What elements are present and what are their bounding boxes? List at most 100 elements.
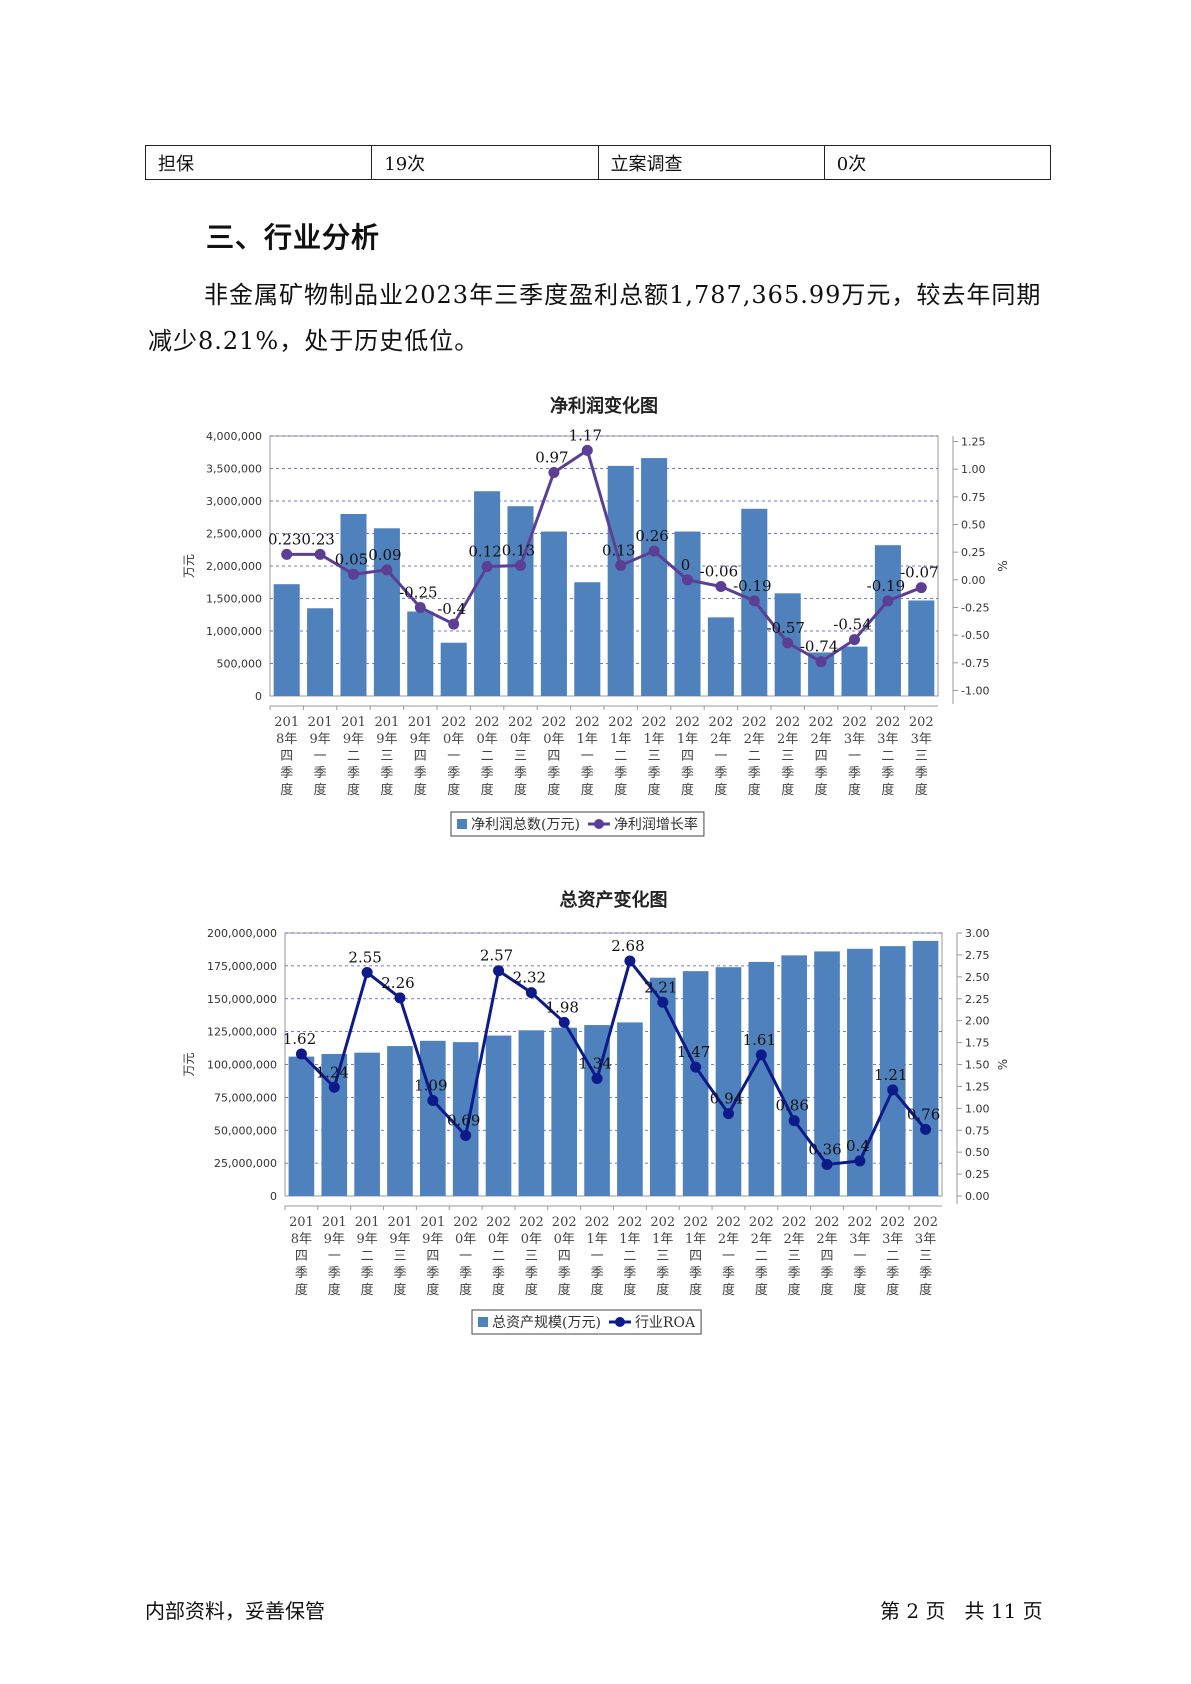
y-tick-label-right: 0.00 [961,574,986,587]
y-tick-label-right: 1.50 [965,1059,990,1072]
data-label: 0.94 [710,1090,743,1108]
y-tick-label-left: 175,000,000 [207,960,277,973]
y-tick-label-left: 50,000,000 [214,1124,277,1137]
x-tick-label: 201 9年二季度 [341,715,366,798]
bar [912,940,939,1196]
bar [748,961,775,1196]
data-label: 2.21 [644,978,677,996]
line-point [821,1158,833,1170]
bar [387,1046,413,1196]
bar [682,971,709,1196]
y-tick-label-left: 4,000,000 [206,430,262,443]
legend-line-marker [614,1317,625,1327]
line-series [300,957,927,1167]
bar [574,582,601,696]
y-tick-label-left: 0 [255,690,262,703]
data-label: 2.55 [348,948,381,966]
y-tick-label-right: -0.50 [961,629,989,642]
line-point [815,656,827,668]
y-tick-label-right: 1.75 [965,1037,990,1050]
data-label: 0.69 [447,1112,480,1130]
x-tick-label: 202 2年二季度 [742,715,767,798]
line-point [548,467,560,479]
bar [420,1040,446,1196]
y-tick-label-left: 100,000,000 [207,1059,277,1072]
bar [841,646,868,696]
bar [288,1056,315,1196]
x-tick-label: 201 9年三季度 [388,1215,413,1298]
bar [908,600,935,696]
line-point [348,568,359,580]
legend: 总资产规模(万元) 行业ROA [471,1309,702,1335]
y-tick-label-left: 3,000,000 [206,495,262,508]
y-tick-label-right: 0.00 [965,1190,990,1203]
table-cell: 19次 [371,145,599,180]
x-tick-label: 201 9年三季度 [374,715,399,798]
line-point [481,561,493,573]
data-label: 1.98 [546,998,579,1016]
line-point [414,601,426,613]
y-tick-label-right: 1.00 [965,1102,990,1115]
line-point [657,996,669,1008]
table-cell: 立案调查 [597,145,825,180]
data-label: -0.57 [766,619,804,637]
line-point [748,595,760,607]
y-tick-label-left: 2,000,000 [206,560,262,573]
y-tick-label-right: 0.50 [965,1146,990,1159]
y-tick-label-left: 1,500,000 [206,593,262,606]
x-tick-label: 201 9年四季度 [420,1215,445,1298]
y-axis-title-right: % [996,560,1010,571]
line-point [525,987,537,999]
line-point [854,1155,866,1167]
data-label: 0.97 [535,449,568,467]
data-label: 1.21 [874,1066,907,1084]
legend-box [471,1309,702,1335]
data-label: 0.13 [602,541,635,559]
line-point [690,1061,702,1073]
data-label: 1.61 [743,1031,776,1049]
data-label: -0.06 [700,562,738,580]
table-cell: 担保 [144,145,373,180]
line-point [281,548,293,560]
data-label: 0.4 [846,1137,870,1155]
data-label: 0.12 [468,543,501,561]
y-tick-label-left: 0 [270,1190,277,1203]
bar [879,946,906,1196]
y-tick-label-right: -1.00 [961,684,989,697]
data-label: 0.26 [635,527,668,545]
bar [452,1042,479,1196]
x-tick-label: 202 2年二季度 [749,1215,774,1298]
data-label: 2.57 [480,947,513,965]
x-tick-label: 202 0年三季度 [519,1215,544,1298]
legend-bar-swatch [478,1317,488,1327]
data-label: 1.09 [414,1076,447,1094]
line-point [295,1048,307,1060]
x-tick-label: 202 3年一季度 [847,1215,872,1298]
data-label: 0 [681,556,691,574]
x-tick-label: 202 2年四季度 [809,715,834,798]
line-point [715,580,727,592]
line-point [849,634,860,646]
x-tick-label: 202 2年一季度 [708,715,733,798]
plot-frame [269,435,939,697]
y-tick-label-right: 2.75 [965,949,990,962]
data-label: -0.54 [833,616,871,634]
bar [781,955,807,1196]
y-axis-title-right: % [996,1059,1010,1070]
line-point [887,1084,899,1096]
x-tick-label: 201 8年四季度 [274,715,299,798]
data-label: -0.19 [867,577,905,595]
bar [507,506,534,696]
table-row: 担保 19次 立案调查 0次 [144,145,1052,180]
line-point [394,992,406,1004]
y-tick-label-right: 2.50 [965,971,990,984]
line-series [286,448,922,664]
y-tick-label-right: 2.25 [965,993,990,1006]
legend-label-bar: 总资产规模(万元) [492,1315,601,1331]
y-tick-label-right: 0.75 [965,1124,990,1137]
data-label: -0.4 [437,600,466,618]
table-cell: 0次 [823,145,1052,180]
x-tick-label: 202 2年三季度 [775,715,800,798]
info-table: 担保 19次 立案调查 0次 [144,145,1052,180]
bar [354,1052,380,1196]
